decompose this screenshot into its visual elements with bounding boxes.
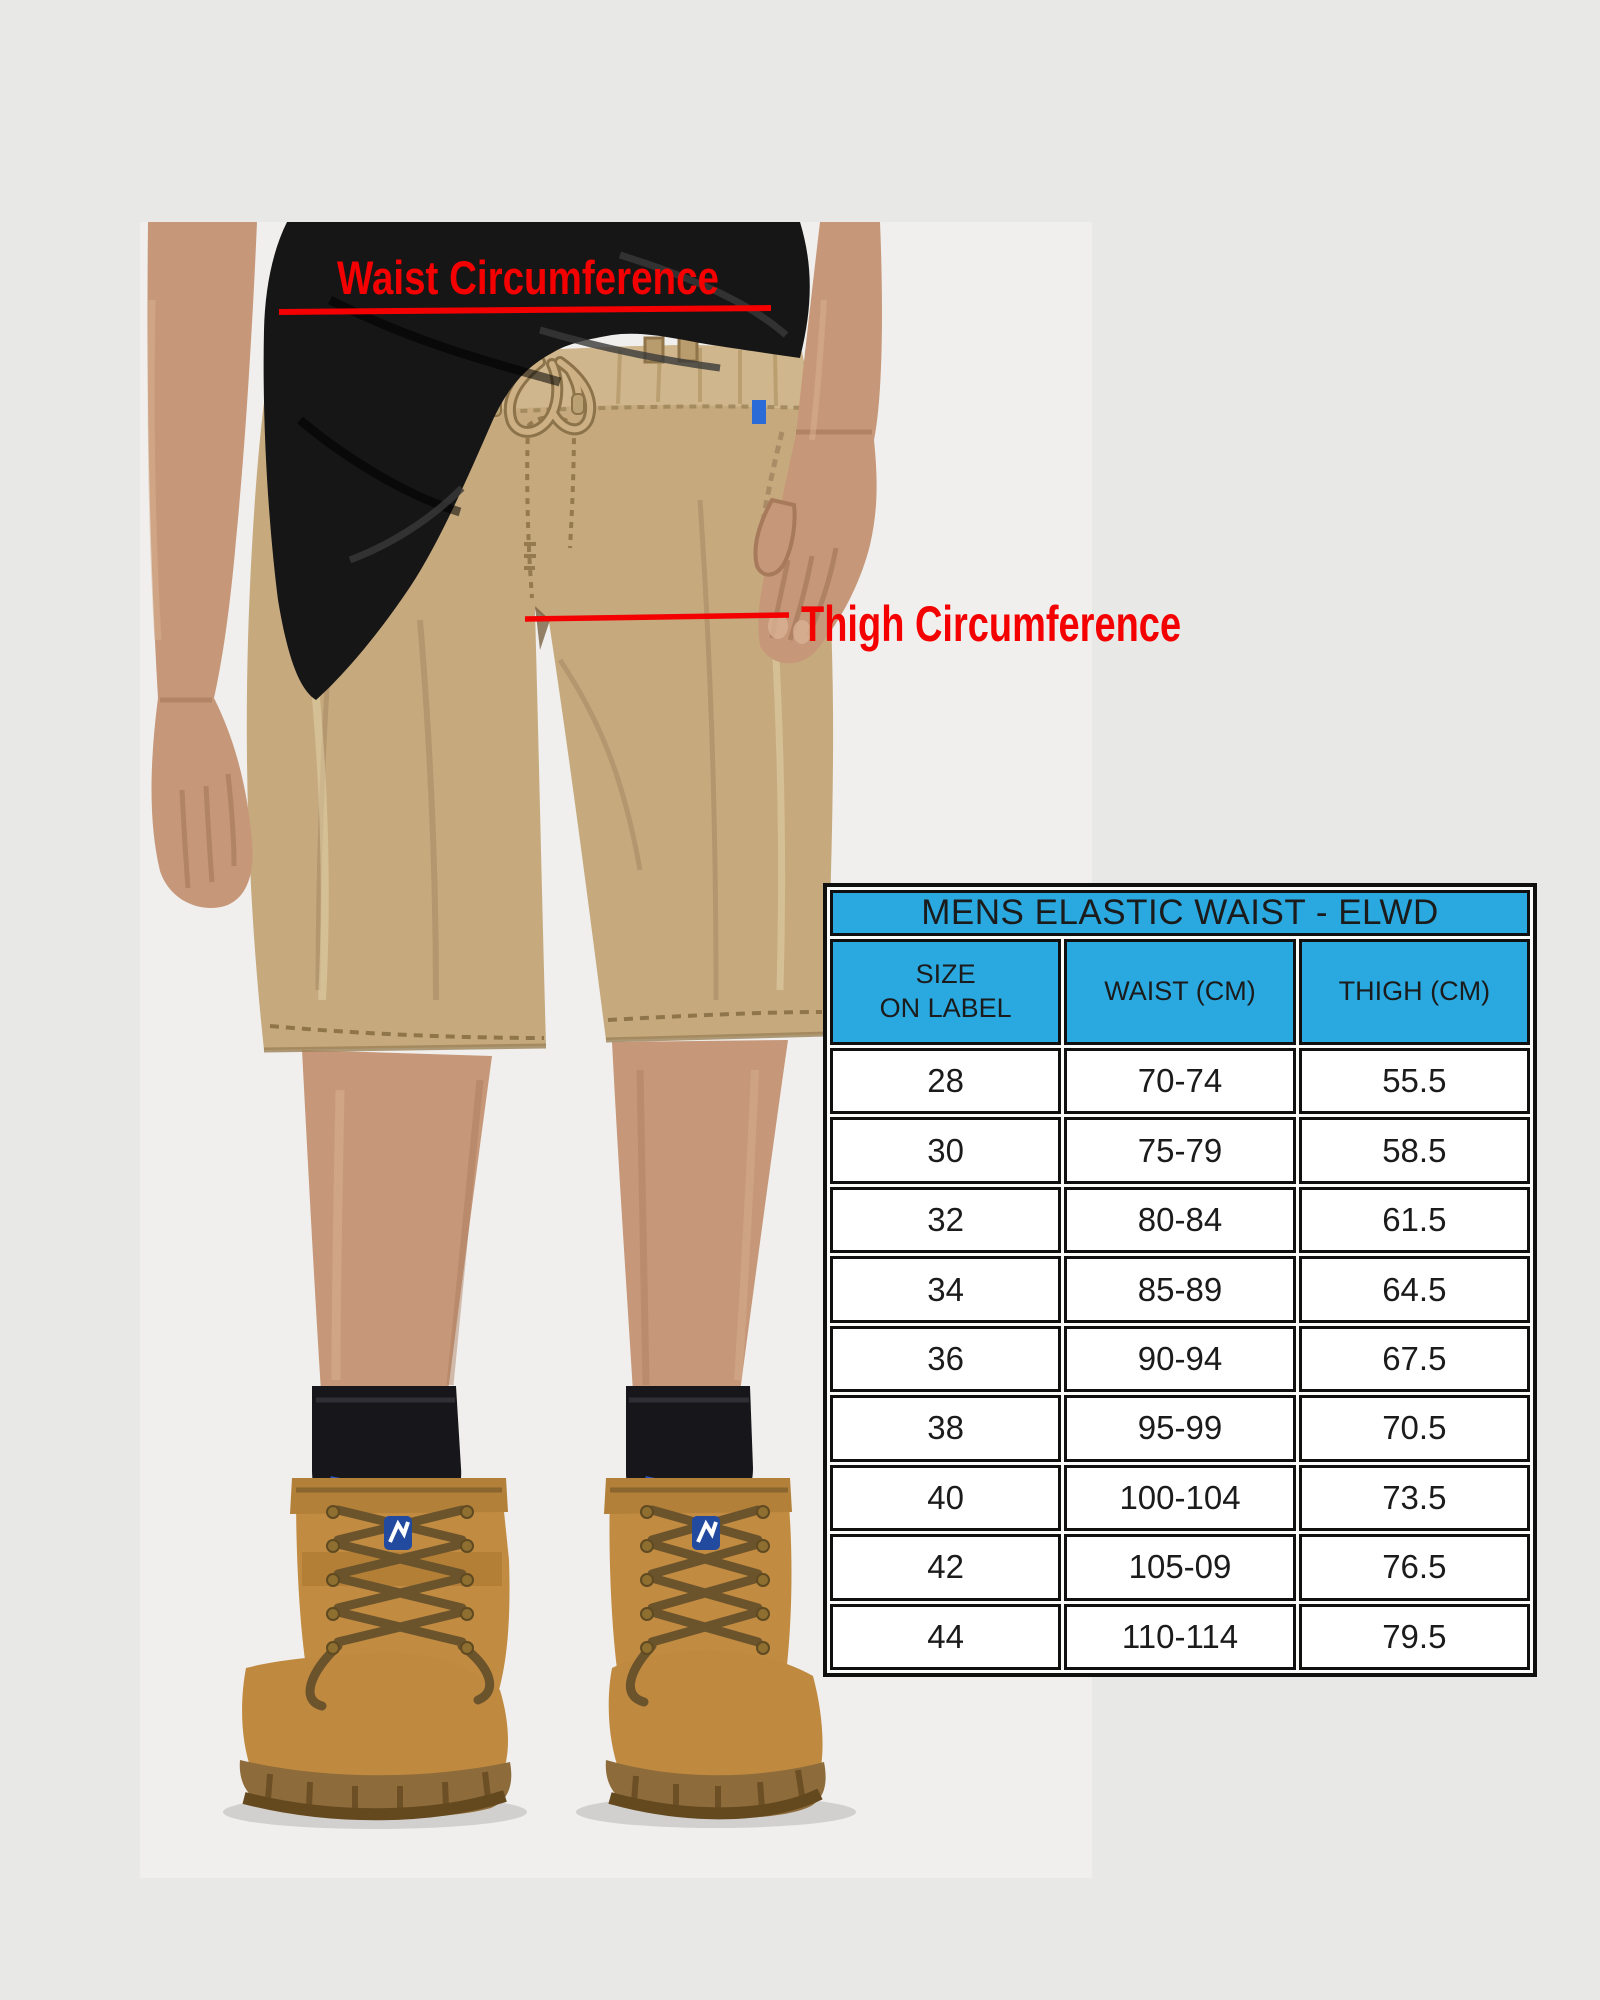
waist-line <box>278 305 772 315</box>
column-header-thigh: THIGH (CM) <box>1298 939 1530 1045</box>
table-row: 40 100-104 73.5 <box>830 1464 1530 1532</box>
table-row: 36 90-94 67.5 <box>830 1325 1530 1393</box>
table-row: 38 95-99 70.5 <box>830 1395 1530 1462</box>
table-row: 28 70-74 55.5 <box>830 1048 1530 1115</box>
legs-illustration <box>302 1040 788 1392</box>
size-chart-table: MENS ELASTIC WAIST - ELWD SIZE ON LABEL … <box>823 883 1537 1677</box>
socks-illustration <box>312 1386 753 1503</box>
table-row: 32 80-84 61.5 <box>830 1186 1530 1254</box>
thigh-line <box>524 612 790 622</box>
thigh-circumference-label: Thigh Circumference <box>801 596 1182 652</box>
arms-illustration <box>147 222 882 908</box>
size-table-body: 28 70-74 55.5 30 75-79 58.5 32 80-84 61.… <box>830 1048 1530 1670</box>
column-header-size: SIZE ON LABEL <box>830 939 1062 1045</box>
boots-illustration <box>239 1478 826 1821</box>
column-header-waist: WAIST (CM) <box>1064 939 1296 1045</box>
table-row: 30 75-79 58.5 <box>830 1117 1530 1184</box>
brand-tab <box>752 400 766 424</box>
boot-logo <box>384 1516 412 1550</box>
waist-circumference-label: Waist Circumference <box>337 251 719 304</box>
table-row: 42 105-09 76.5 <box>830 1534 1530 1601</box>
boot-logo <box>692 1516 720 1550</box>
table-row: 44 110-114 79.5 <box>830 1603 1530 1670</box>
measurement-lines <box>278 305 790 622</box>
table-row: 34 85-89 64.5 <box>830 1256 1530 1323</box>
size-chart-title: MENS ELASTIC WAIST - ELWD <box>830 890 1530 936</box>
tshirt-illustration <box>263 222 810 700</box>
